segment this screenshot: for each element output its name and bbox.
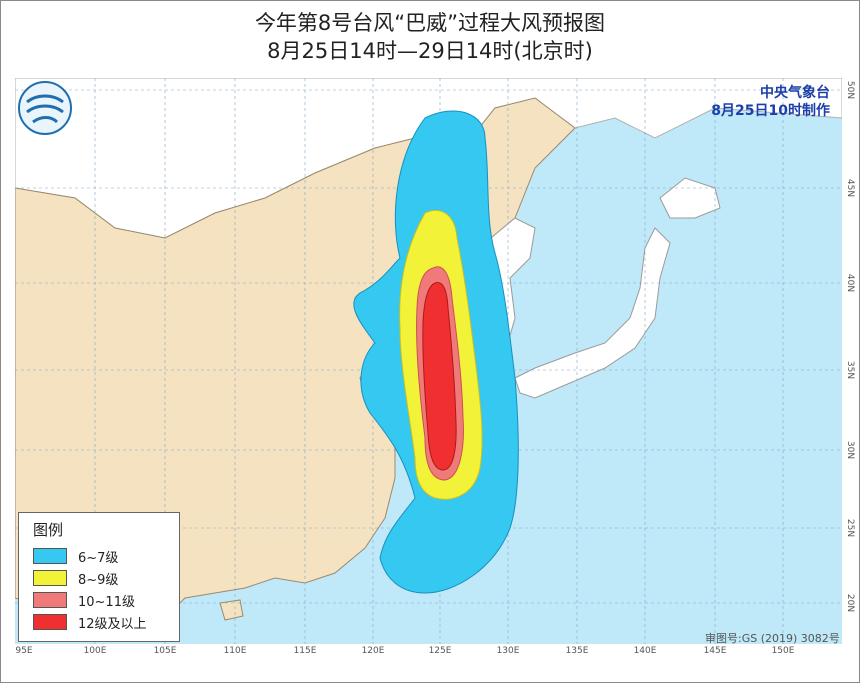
lon-label: 105E <box>153 646 177 656</box>
cma-logo <box>18 81 72 135</box>
legend-item: 6~7级 <box>33 547 173 566</box>
hainan-land <box>219 599 244 621</box>
legend-label: 12级及以上 <box>78 617 147 632</box>
issuer-name: 中央气象台 <box>760 85 830 101</box>
legend-swatch <box>33 548 67 564</box>
legend-swatch <box>33 614 67 630</box>
lat-label: 30N <box>845 440 855 460</box>
lat-label: 20N <box>845 593 855 613</box>
lon-label: 115E <box>293 646 317 656</box>
wind-zone-12-plus <box>422 281 457 471</box>
legend-label: 6~7级 <box>78 551 119 566</box>
lat-label: 35N <box>845 360 855 380</box>
issuer-block: 中央气象台 8月25日10时制作 <box>711 84 830 120</box>
map-subtitle: 8月25日14时—29日14时(北京时) <box>267 39 593 63</box>
lon-label: 150E <box>771 646 795 656</box>
legend-swatch <box>33 570 67 586</box>
legend-label: 8~9级 <box>78 573 119 588</box>
legend-item: 12级及以上 <box>33 613 173 632</box>
lon-label: 145E <box>703 646 727 656</box>
lat-label: 40N <box>845 273 855 293</box>
approval-number: 审图号:GS (2019) 3082号 <box>705 632 840 645</box>
lon-label: 110E <box>223 646 247 656</box>
lat-label: 25N <box>845 518 855 538</box>
legend-item: 8~9级 <box>33 569 173 588</box>
lon-label: 100E <box>83 646 107 656</box>
lon-label: 140E <box>633 646 657 656</box>
lon-label: 130E <box>496 646 520 656</box>
legend-label: 10~11级 <box>78 595 135 610</box>
lon-label: 95E <box>15 646 33 656</box>
legend-title: 图例 <box>33 521 64 539</box>
lat-label: 45N <box>845 178 855 198</box>
lon-label: 120E <box>361 646 385 656</box>
legend-swatch <box>33 592 67 608</box>
legend-item: 10~11级 <box>33 591 173 610</box>
lon-label: 135E <box>565 646 589 656</box>
japan-land <box>514 227 671 399</box>
lat-label: 50N <box>845 80 855 100</box>
map-title: 今年第8号台风“巴威”过程大风预报图 <box>254 11 606 35</box>
lon-label: 125E <box>428 646 452 656</box>
legend: 图例 6~7级 8~9级 10~11级 12级及以上 <box>18 512 180 642</box>
issue-time: 8月25日10时制作 <box>711 103 830 119</box>
